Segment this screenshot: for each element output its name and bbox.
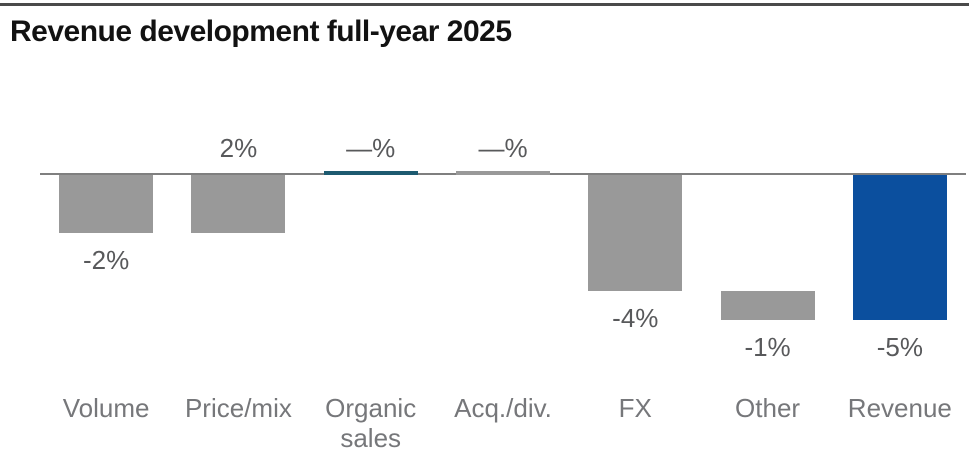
value-label-acq-div: —% xyxy=(478,133,528,163)
bar-acq-div xyxy=(456,171,550,175)
bar-fx xyxy=(588,175,683,291)
value-label-volume: -2% xyxy=(83,245,130,275)
category-label-organic-sales: Organic sales xyxy=(325,393,417,453)
category-label-volume: Volume xyxy=(62,393,150,423)
value-label-fx: -4% xyxy=(612,303,659,333)
bar-organic-sales xyxy=(323,171,418,175)
category-label-fx: FX xyxy=(618,393,652,423)
value-label-organic-sales: —% xyxy=(346,133,396,163)
category-label-price-mix: Price/mix xyxy=(184,393,292,423)
bar-revenue xyxy=(852,175,947,320)
category-label-acq-div: Acq./div. xyxy=(454,393,552,423)
value-label-other: -1% xyxy=(744,332,791,362)
bar-volume xyxy=(59,175,154,233)
bar-other xyxy=(720,291,815,320)
value-label-price-mix: 2% xyxy=(219,133,258,163)
top-divider-rule xyxy=(0,3,969,6)
bar-price-mix xyxy=(191,175,286,233)
category-label-other: Other xyxy=(735,393,801,423)
chart-title: Revenue development full-year 2025 xyxy=(10,15,512,48)
category-label-revenue: Revenue xyxy=(847,393,952,423)
value-label-revenue: -5% xyxy=(876,332,923,362)
